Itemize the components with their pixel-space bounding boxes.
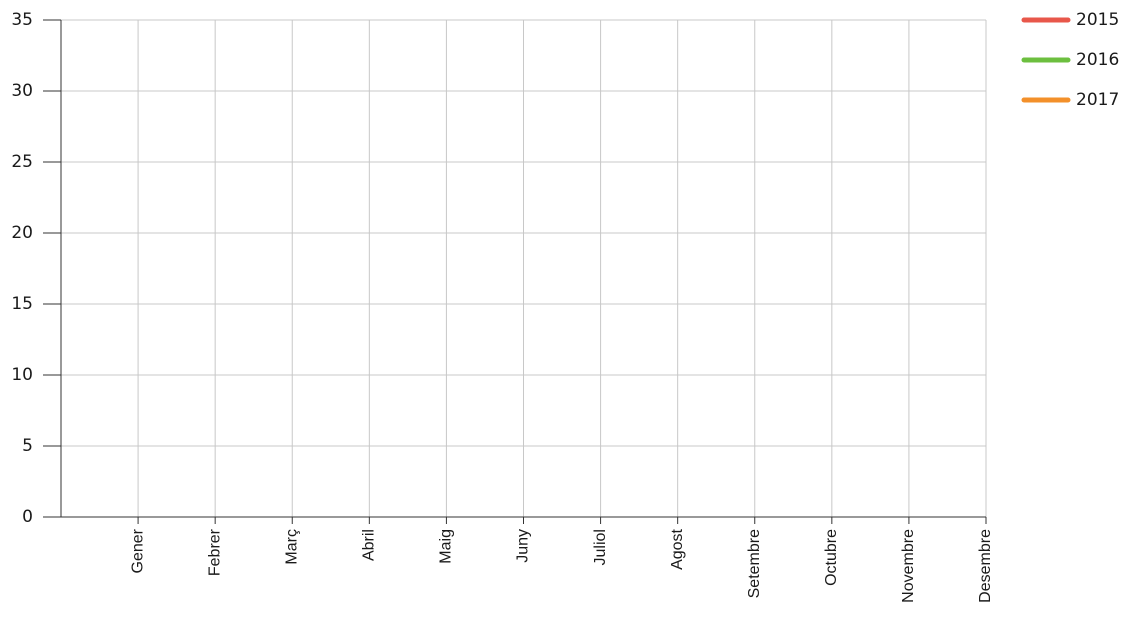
y-tick-label: 25 (11, 152, 33, 172)
x-tick-label: Juny (515, 529, 532, 563)
x-tick-label: Desembre (977, 529, 994, 603)
x-tick-label: Setembre (746, 529, 763, 598)
x-tick-label: Novembre (900, 529, 917, 603)
x-tick-label: Febrer (206, 528, 223, 576)
legend-label: 2015 (1076, 10, 1119, 30)
x-tick-label: Abril (361, 529, 378, 561)
y-tick-label: 10 (11, 365, 33, 385)
x-tick-label: Març (283, 529, 300, 565)
y-tick-label: 35 (11, 10, 33, 30)
y-tick-label: 15 (11, 294, 33, 314)
y-tick-label: 0 (22, 507, 33, 527)
legend-label: 2016 (1076, 50, 1119, 70)
y-tick-label: 20 (11, 223, 33, 243)
x-tick-label: Agost (669, 528, 686, 569)
legend-label: 2017 (1076, 90, 1119, 110)
x-tick-label: Juliol (592, 529, 609, 565)
x-tick-label: Maig (438, 529, 455, 564)
x-tick-label: Octubre (823, 529, 840, 586)
y-tick-label: 30 (11, 81, 33, 101)
y-tick-label: 5 (22, 436, 33, 456)
x-tick-label: Gener (129, 528, 146, 573)
